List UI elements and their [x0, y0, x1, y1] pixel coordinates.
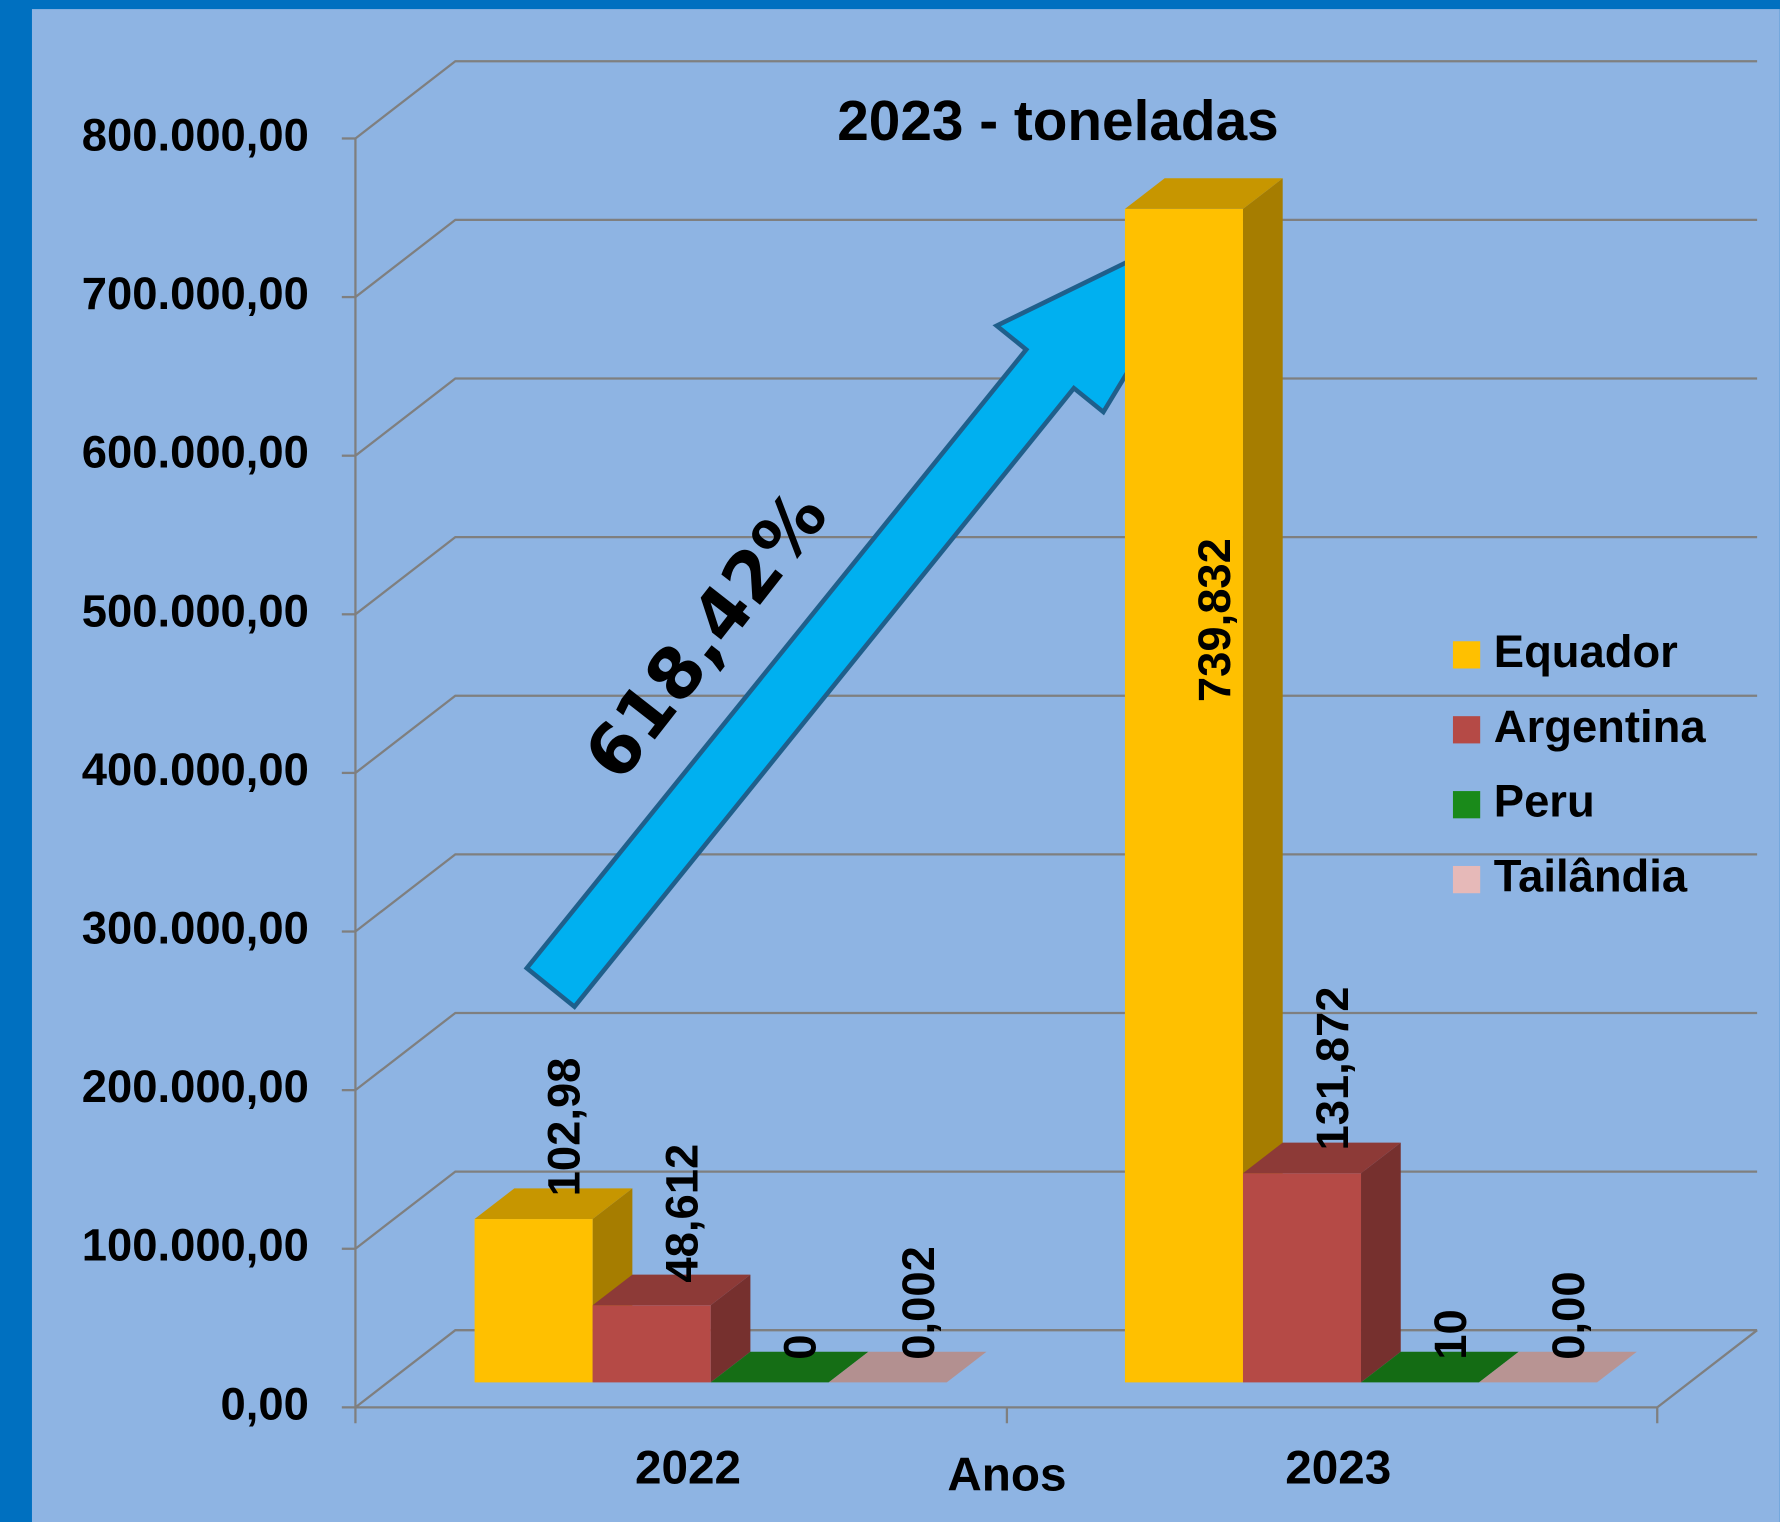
- data-label: 131,872: [1307, 987, 1358, 1151]
- bar-side: [710, 1274, 751, 1383]
- grid-line: [354, 60, 1758, 140]
- bar-top: [1124, 178, 1283, 209]
- y-tick-label: 300.000,00: [82, 903, 309, 954]
- legend-label: Tailândia: [1494, 851, 1688, 902]
- grid-line: [354, 218, 1758, 298]
- grid-line: [354, 1011, 1758, 1092]
- bar-top: [1361, 1351, 1519, 1383]
- grid-line: [354, 377, 1758, 457]
- y-tick-label: 0,00: [221, 1378, 309, 1429]
- chart-title: 2023 - toneladas: [837, 90, 1278, 153]
- bar: [1124, 208, 1243, 1383]
- legend-swatch: [1452, 791, 1481, 819]
- x-axis-label: Anos: [947, 1448, 1066, 1501]
- data-label: 48,612: [657, 1144, 708, 1283]
- floor-edge: [1656, 1329, 1758, 1409]
- grid-line: [354, 853, 1758, 933]
- y-tick-label: 100.000,00: [82, 1220, 309, 1271]
- bar-top: [1479, 1351, 1637, 1383]
- legend-swatch: [1452, 865, 1481, 894]
- bar-side: [1361, 1142, 1401, 1383]
- grid-line: [354, 694, 1758, 774]
- y-tick-label: 400.000,00: [82, 744, 309, 795]
- bar-top: [1242, 1142, 1401, 1174]
- legend-label: Argentina: [1494, 701, 1707, 752]
- grid: [341, 60, 1758, 1424]
- plot-background: [31, 9, 1780, 1522]
- x-tick-label: 2023: [1285, 1442, 1391, 1495]
- legend-label: Equador: [1494, 626, 1678, 677]
- data-label: 0,002: [893, 1246, 944, 1360]
- legend-swatch: [1452, 716, 1481, 744]
- bar-top: [710, 1351, 869, 1383]
- bar: [1242, 1173, 1362, 1383]
- bar-top: [828, 1351, 987, 1383]
- legend-label: Peru: [1494, 776, 1595, 827]
- x-tick-label: 2022: [635, 1442, 741, 1495]
- data-label: 0: [775, 1334, 826, 1359]
- bar-side: [1242, 178, 1283, 1383]
- y-tick-label: 600.000,00: [82, 427, 309, 478]
- grid-line: [354, 535, 1758, 616]
- data-label: 10: [1425, 1309, 1476, 1359]
- y-tick-label: 800.000,00: [82, 109, 309, 160]
- data-label: 739,832: [1189, 538, 1240, 702]
- legend-swatch: [1452, 641, 1481, 669]
- y-tick-label: 700.000,00: [82, 268, 309, 319]
- bar-top: [474, 1188, 633, 1220]
- y-tick-label: 500.000,00: [82, 585, 309, 636]
- bar-side: [1479, 1351, 1519, 1383]
- data-label: 102,98: [539, 1058, 590, 1197]
- data-label: 0,00: [1543, 1271, 1594, 1359]
- bar: [474, 1219, 593, 1383]
- y-tick-label: 200.000,00: [82, 1061, 309, 1112]
- bar: [592, 1305, 711, 1383]
- bar-top: [592, 1274, 751, 1306]
